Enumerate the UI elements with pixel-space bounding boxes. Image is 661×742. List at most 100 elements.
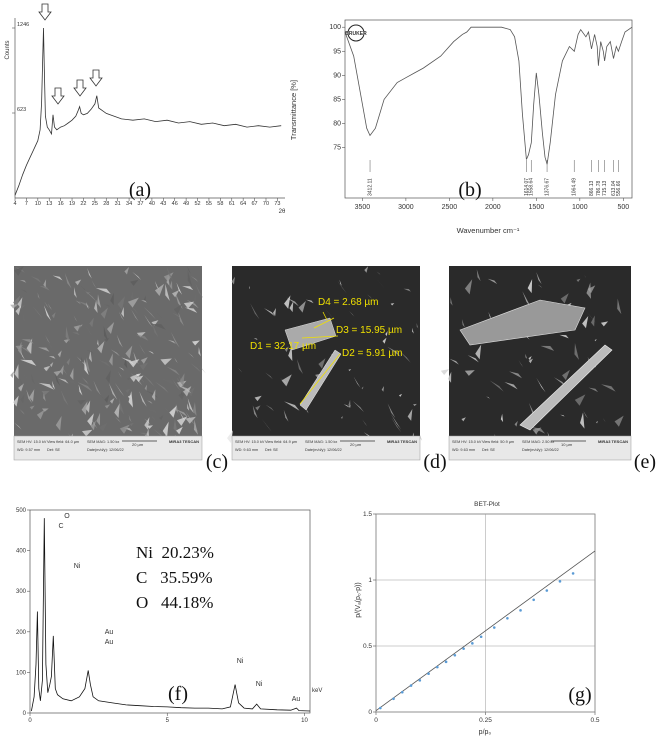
sem-texture [59, 365, 64, 375]
sem-texture [166, 266, 174, 281]
sem-texture [86, 302, 89, 310]
sem-texture [169, 405, 177, 418]
sem-texture [464, 370, 475, 376]
measure-line [313, 317, 335, 329]
sem-texture [154, 283, 165, 297]
sem-texture [132, 271, 142, 281]
sem-texture [343, 404, 350, 408]
x-tick-label: 34 [126, 201, 132, 207]
sem-texture [85, 400, 91, 413]
sem-texture [617, 298, 622, 315]
peak-label: Ni [237, 658, 244, 665]
brand: MIRA3 TESCAN [387, 439, 417, 444]
sem-texture [171, 312, 181, 319]
sem-texture [136, 331, 146, 338]
sem-texture [128, 359, 140, 368]
sem-texture [178, 311, 185, 327]
data-point [545, 589, 549, 592]
sem-texture [522, 291, 532, 308]
y-tick-label: 85 [333, 96, 341, 103]
sem-texture [188, 352, 194, 359]
peak-label: Au [105, 629, 114, 636]
sem-texture [487, 278, 498, 285]
sem-texture [166, 366, 180, 376]
peak-label: 3412.11 [368, 178, 374, 196]
data-point [379, 706, 382, 710]
peak-label: 556.66 [616, 180, 622, 196]
sem-texture [187, 403, 190, 411]
x-tick-label: 0.5 [590, 717, 599, 724]
sem-texture [272, 308, 277, 316]
sem-texture [55, 415, 62, 431]
x-tick-label: 67 [252, 201, 258, 207]
sem-texture [72, 332, 80, 336]
sem-texture [118, 367, 125, 371]
data-point [506, 616, 509, 620]
sem-texture [121, 357, 135, 366]
peak-label: 1376.67 [545, 178, 551, 196]
sem-texture [14, 266, 24, 276]
crystal [519, 344, 613, 431]
y-tick-label: 500 [16, 508, 27, 514]
y-tick-label: 1.5 [363, 511, 372, 518]
sem-texture [179, 410, 186, 422]
sem-texture [390, 303, 395, 306]
sem-texture [352, 400, 365, 413]
sem-texture [324, 307, 335, 320]
sem-texture [119, 424, 130, 434]
panel-label: (b) [458, 179, 481, 201]
sem-texture [167, 339, 176, 344]
info-text: SEM MAG: 1.50 kx [87, 440, 119, 444]
data-point [436, 665, 439, 669]
composition: Ni 20.23% [136, 543, 214, 562]
sem-texture [177, 385, 192, 394]
sem-texture [125, 345, 133, 359]
measure-line [301, 335, 339, 339]
sem-texture [10, 370, 15, 379]
sem-texture [87, 268, 92, 279]
arrow [89, 69, 103, 87]
sem-texture [97, 392, 108, 404]
sem-texture [22, 311, 26, 324]
x-tick-label: 58 [217, 201, 223, 207]
x-tick-label: 13 [46, 201, 52, 207]
logo-mark [347, 24, 365, 42]
sem-texture [527, 279, 533, 294]
fit-line [375, 550, 596, 712]
y-axis-label: p/(Vₐ(p₀-p)) [355, 582, 362, 617]
peak-label: Au [105, 639, 114, 646]
data-point [427, 672, 430, 676]
sem-texture [110, 292, 114, 306]
plot-frame [29, 509, 311, 714]
sem-texture [387, 326, 391, 330]
sem-texture [284, 295, 291, 309]
sem-texture [20, 289, 28, 293]
sem-texture [170, 331, 180, 348]
data-point [532, 598, 535, 602]
measurement: D1 = 32.17 µm [250, 341, 316, 352]
sem-texture [43, 305, 52, 321]
sem-texture [546, 386, 554, 396]
sem-texture [537, 284, 543, 288]
info-text: SEM MAG: 1.50 kx [305, 440, 337, 444]
sem-texture [158, 428, 165, 433]
sem-texture [151, 415, 156, 421]
sem-texture [562, 369, 570, 381]
sem-texture [81, 429, 93, 437]
sem-texture [152, 322, 159, 338]
sem-texture [192, 402, 197, 416]
sem-texture [381, 386, 385, 392]
sem-texture [252, 405, 258, 419]
sem-texture [15, 305, 22, 316]
sem-texture [83, 323, 94, 338]
sem-texture [190, 276, 199, 282]
sem-texture [186, 299, 199, 309]
x-tick-label: 37 [137, 201, 143, 207]
info-text: Date(m/d/y): 12/06/22 [522, 448, 559, 452]
peak-label: 1614.07 [524, 178, 530, 196]
x-tick-label: 10 [35, 201, 41, 207]
sem-texture [104, 404, 111, 409]
sem-texture [528, 356, 532, 361]
data-point [479, 635, 483, 639]
